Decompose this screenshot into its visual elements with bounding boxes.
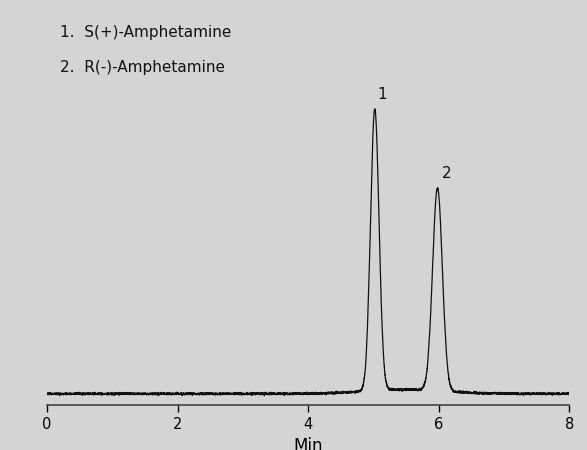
Text: 1.  S(+)-Amphetamine: 1. S(+)-Amphetamine xyxy=(60,25,231,40)
Text: 1: 1 xyxy=(377,87,387,102)
X-axis label: Min: Min xyxy=(294,437,323,450)
Text: 2: 2 xyxy=(441,166,451,181)
Text: 2.  R(-)-Amphetamine: 2. R(-)-Amphetamine xyxy=(60,60,225,76)
